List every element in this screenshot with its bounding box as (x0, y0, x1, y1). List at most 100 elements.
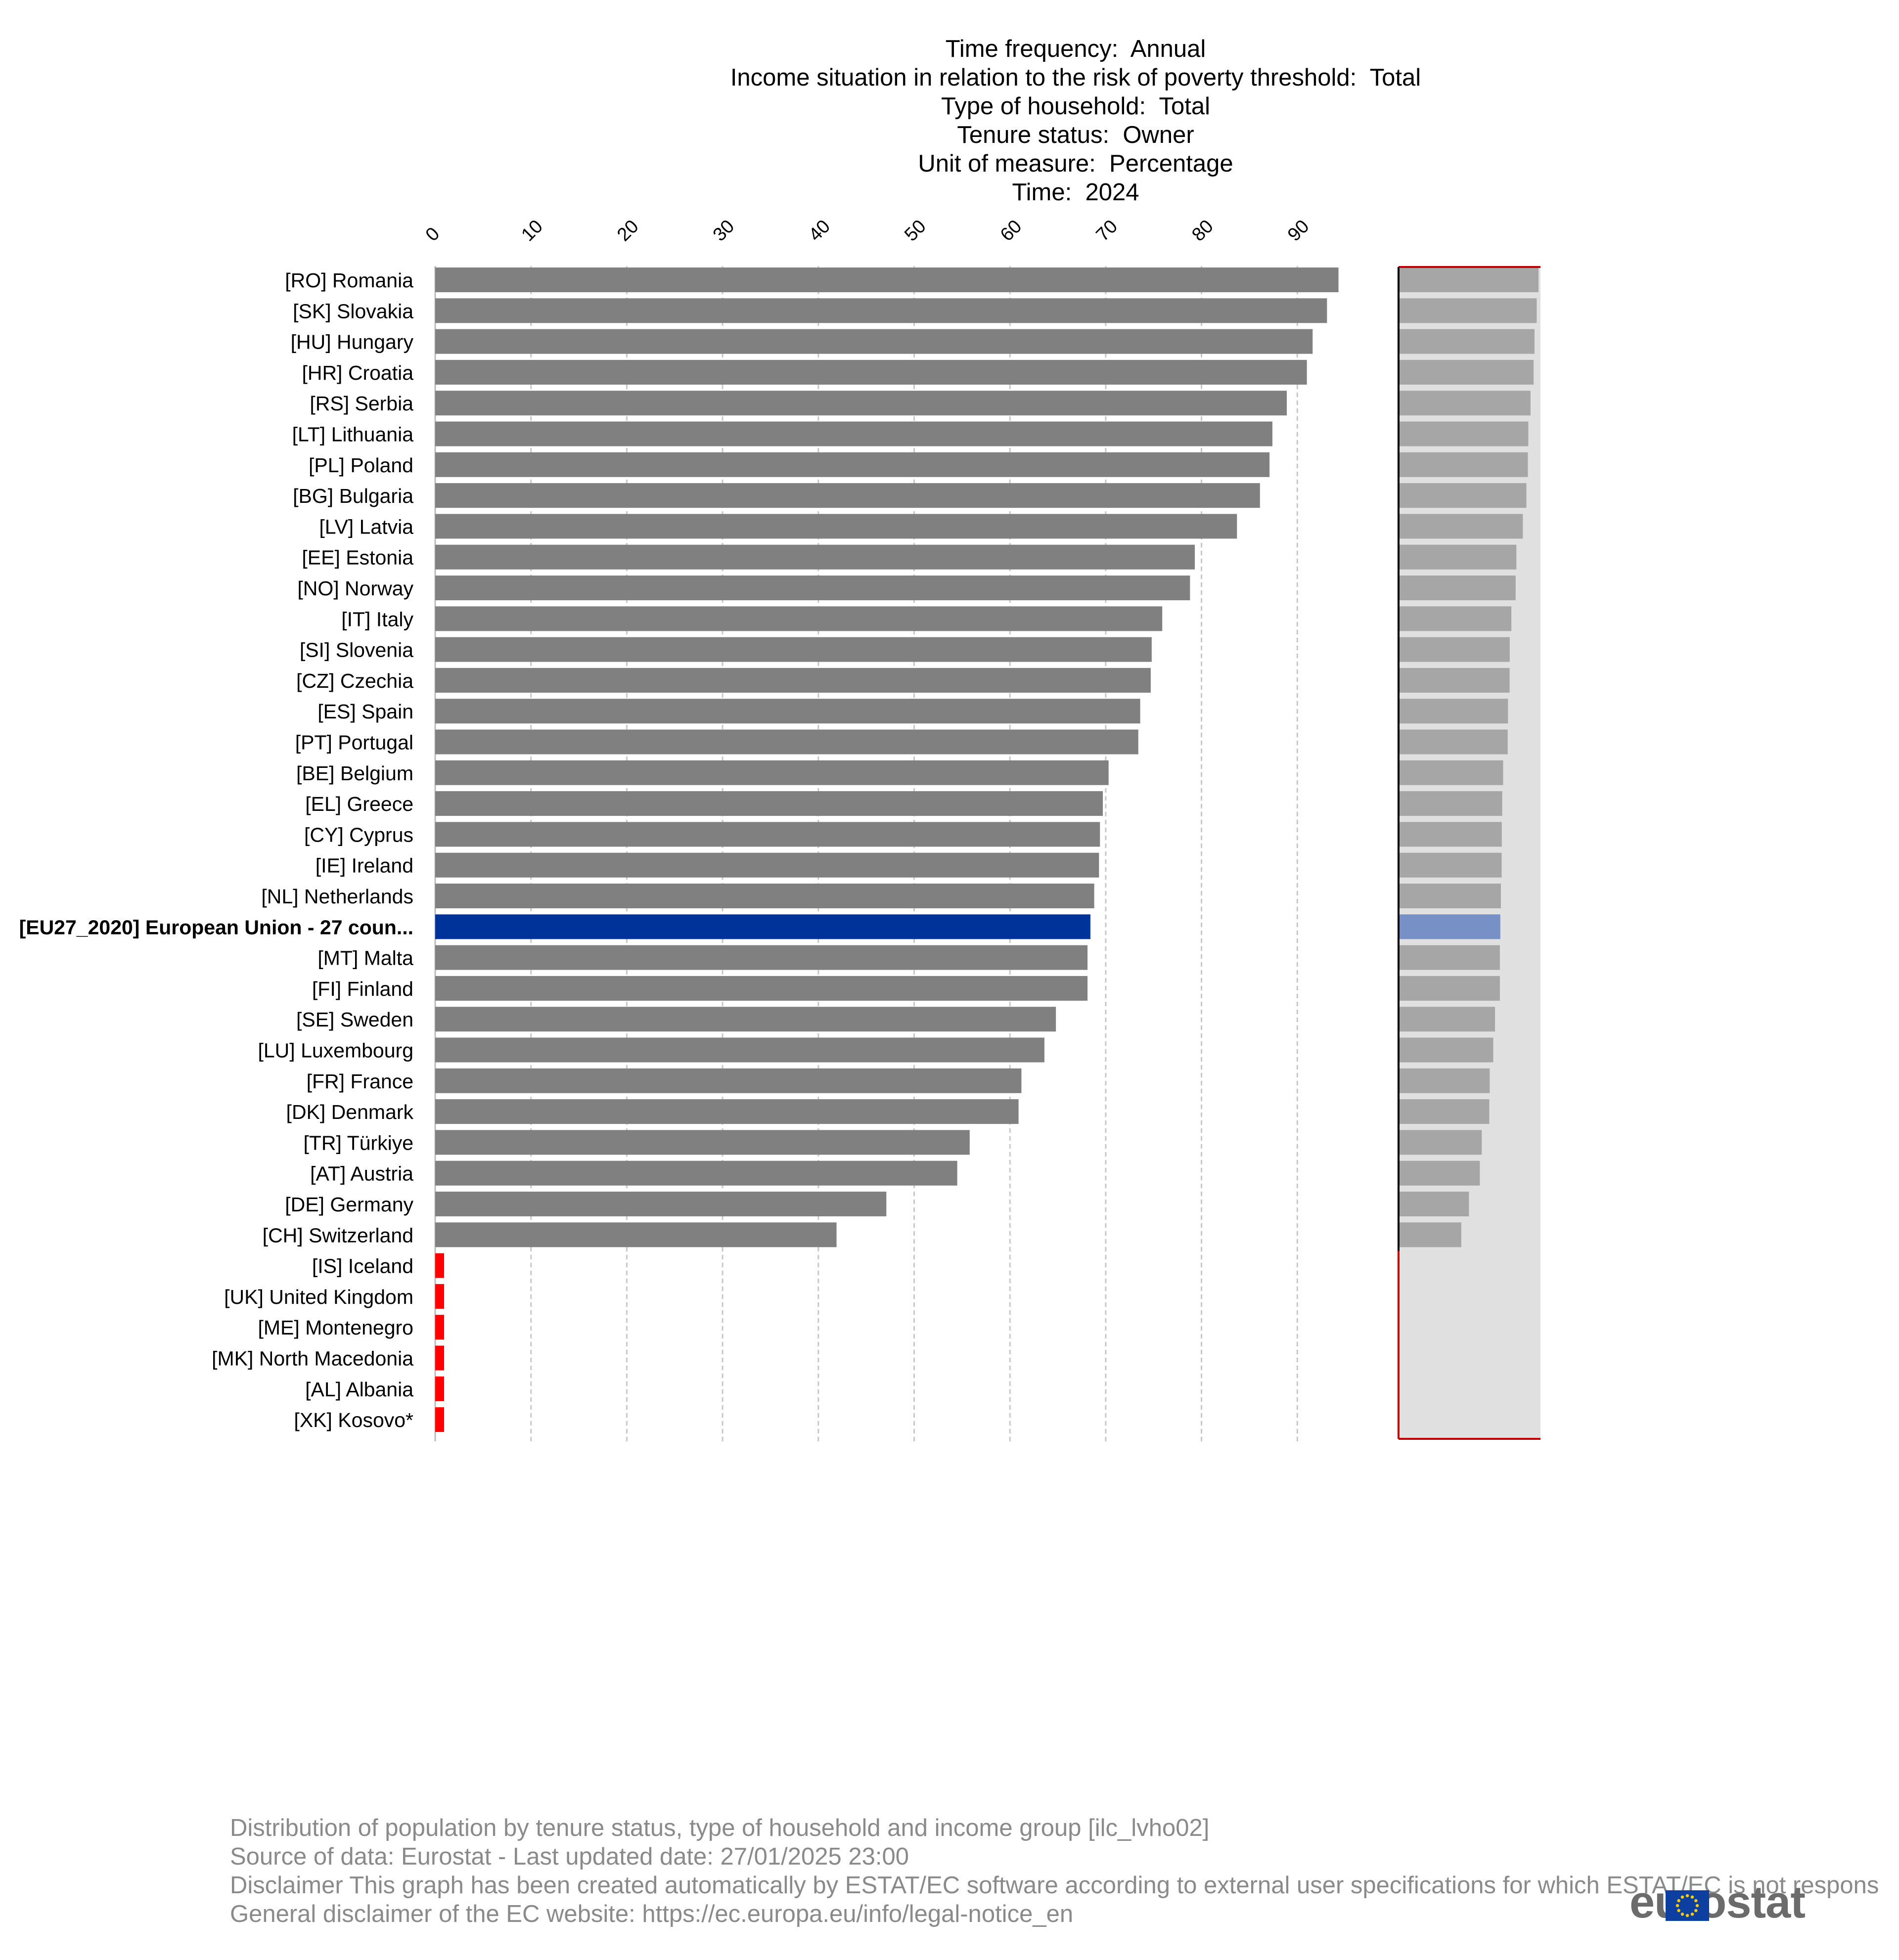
bar (435, 668, 1151, 693)
footer-general-disclaimer: General disclaimer of the EC website: ht… (230, 1901, 1074, 1927)
bar (435, 421, 1272, 446)
eurostat-logo-text: eurostat (1629, 1877, 1806, 1927)
bar (435, 852, 1099, 878)
overview-bar (1400, 329, 1535, 354)
category-label: [IT] Italy (341, 608, 413, 630)
category-label: [CZ] Czechia (296, 669, 413, 692)
bar (435, 267, 1339, 292)
bar (435, 452, 1270, 477)
flag-star (1695, 1904, 1699, 1908)
category-label: [CY] Cyprus (304, 823, 413, 846)
category-label: [LT] Lithuania (292, 423, 414, 446)
x-tick-label-10: 10 (517, 216, 547, 246)
header-line-income-situation: Income situation in relation to the risk… (730, 64, 1421, 91)
header-line-time: Time: 2024 (1012, 179, 1139, 206)
bar (435, 1192, 887, 1216)
category-label: [SI] Slovenia (300, 639, 413, 662)
category-label: [CH] Switzerland (263, 1224, 413, 1247)
bar (435, 822, 1100, 847)
overview-bar (1400, 945, 1500, 970)
bar (435, 298, 1327, 323)
bar (435, 483, 1260, 508)
flag-star (1675, 1904, 1679, 1908)
overview-bar (1400, 1222, 1461, 1247)
overview-bar (1400, 452, 1528, 477)
overview-bar (1400, 1130, 1482, 1155)
missing-value-marker (435, 1315, 444, 1340)
category-label: [FI] Finland (312, 978, 413, 1000)
category-label: [SK] Slovakia (293, 300, 413, 322)
category-label: [AT] Austria (310, 1162, 413, 1185)
category-label: [IS] Iceland (312, 1255, 413, 1278)
overview-bar (1400, 298, 1537, 323)
x-tick-label-60: 60 (996, 216, 1026, 246)
bar (435, 791, 1103, 816)
bar (435, 760, 1109, 785)
overview-bar (1400, 391, 1531, 416)
overview-bar (1400, 1007, 1495, 1032)
x-tick-label-30: 30 (709, 216, 739, 246)
bar (435, 544, 1195, 570)
missing-value-marker (435, 1345, 444, 1371)
overview-bar (1400, 852, 1502, 878)
bar (435, 884, 1094, 908)
flag-star (1677, 1899, 1680, 1903)
bar (435, 391, 1287, 416)
missing-value-marker (435, 1376, 444, 1401)
header-line-tenure-status: Tenure status: Owner (957, 122, 1194, 148)
bar (435, 914, 1090, 939)
x-tick-label-90: 90 (1284, 216, 1313, 246)
overview-bar (1400, 668, 1510, 693)
bars (435, 267, 1339, 1432)
category-label: [DK] Denmark (286, 1101, 414, 1123)
bar (435, 976, 1088, 1001)
bar (435, 1099, 1019, 1124)
overview-bar (1400, 421, 1529, 446)
flag-star (1680, 1913, 1684, 1916)
bar (435, 514, 1237, 539)
header-line-unit: Unit of measure: Percentage (918, 150, 1233, 177)
missing-value-marker (435, 1284, 444, 1309)
overview-bar (1400, 1099, 1490, 1124)
overview-bar (1400, 1068, 1490, 1093)
x-axis-ticks: 0 10 20 30 40 50 60 70 80 90 (422, 216, 1313, 246)
flag-star (1680, 1895, 1684, 1899)
overview-bar (1400, 514, 1523, 539)
category-label: [ME] Montenegro (258, 1316, 414, 1339)
overview-bar (1400, 976, 1500, 1001)
category-labels: [RO] Romania [SK] Slovakia [HU] Hungary [HR… (19, 269, 414, 1431)
category-label: [IE] Ireland (316, 854, 413, 877)
overview-bar (1400, 914, 1500, 939)
flag-star (1685, 1894, 1689, 1898)
category-label: [NO] Norway (297, 577, 413, 600)
category-label: [HU] Hungary (291, 331, 414, 354)
footer-source: Source of data: Eurostat - Last updated … (230, 1843, 909, 1870)
bar (435, 1130, 970, 1155)
x-tick-label-70: 70 (1092, 216, 1122, 246)
footer-dataset: Distribution of population by tenure sta… (230, 1815, 1210, 1841)
category-label: [SE] Sweden (296, 1008, 413, 1031)
overview-bar (1400, 359, 1534, 385)
chart-footer: Distribution of population by tenure sta… (230, 1814, 1892, 1928)
category-label: [EL] Greece (305, 793, 413, 815)
flag-star (1694, 1899, 1698, 1903)
category-label: [ES] Spain (317, 700, 413, 723)
x-tick-label-0: 0 (422, 223, 444, 246)
flag-star (1677, 1909, 1680, 1913)
bar (435, 1068, 1022, 1093)
bar (435, 1222, 837, 1247)
bar (435, 1007, 1056, 1032)
flag-star (1690, 1895, 1694, 1899)
overview-bar (1400, 267, 1538, 292)
header-line-time-frequency: Time frequency: Annual (945, 36, 1206, 62)
overview-scrollbar[interactable] (1398, 266, 1540, 1440)
bar (435, 1037, 1044, 1063)
overview-bar (1400, 544, 1517, 570)
overview-bar (1400, 1192, 1469, 1216)
overview-bar (1400, 1160, 1480, 1186)
category-label: [PL] Poland (309, 454, 413, 477)
bar (435, 606, 1163, 631)
category-label: [PT] Portugal (295, 731, 413, 754)
x-tick-label-40: 40 (805, 216, 834, 246)
